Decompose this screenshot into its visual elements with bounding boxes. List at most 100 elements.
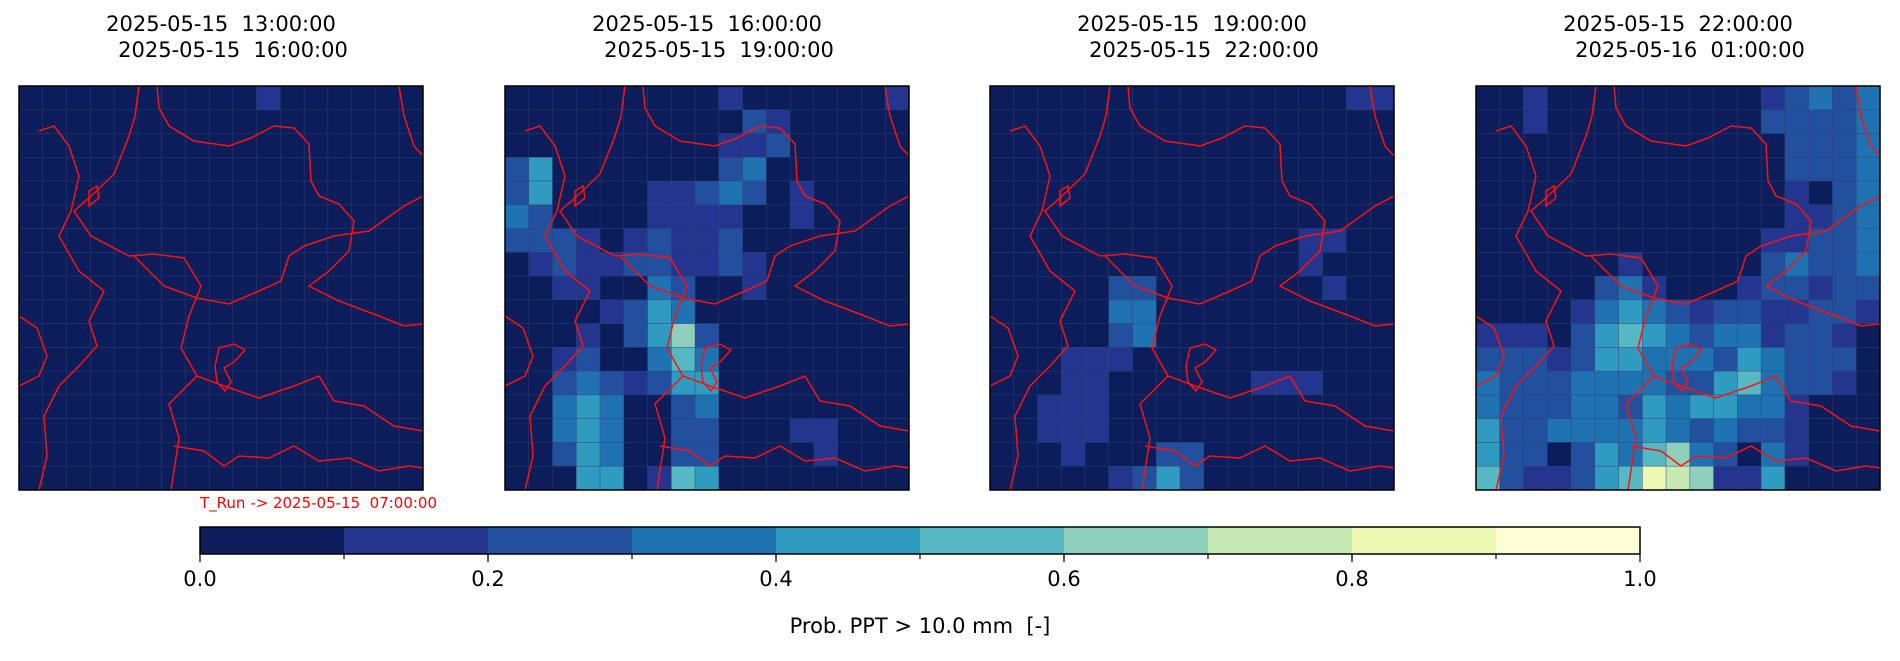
grid-cell [742,204,767,229]
grid-cell [599,394,625,420]
grid-cell [884,180,910,206]
grid-cell [303,394,329,420]
grid-cell [884,204,910,229]
grid-cell [1179,323,1205,348]
grid-cell [552,180,577,206]
grid-cell [861,323,886,348]
grid-cell [161,299,186,324]
grid-cell [1156,442,1181,467]
grid-cell [1274,299,1300,324]
grid-cell [1179,370,1205,396]
grid-cell [1475,299,1501,324]
grid-cell [351,85,376,111]
grid-cell [1689,180,1714,206]
grid-cell [303,133,329,158]
grid-cell [504,299,530,324]
grid-cell [185,180,210,206]
grid-cell [137,109,162,134]
grid-cell [1179,180,1205,206]
grid-cell [599,299,625,324]
grid-cell [1594,180,1619,206]
grid-cell [1013,180,1038,206]
grid-cell [280,180,305,206]
grid-cell [1203,394,1228,420]
grid-cell [113,228,139,253]
grid-cell [232,370,257,396]
grid-cell [351,370,376,396]
grid-cell [575,85,601,111]
grid-cell [1203,180,1228,206]
grid-cell [280,299,305,324]
grid-cell [1179,109,1205,134]
colorbar-tick-label: 0.0 [183,567,216,591]
grid-cell [989,109,1015,134]
grid-cell [837,418,862,443]
grid-cell [1594,442,1619,467]
grid-cell [528,252,553,277]
grid-cell [303,180,329,206]
grid-cell [1179,156,1205,182]
grid-cell [1713,299,1738,324]
grid-cell [1203,204,1228,229]
grid-cell [837,156,862,182]
grid-cell [1227,465,1252,491]
grid-cell [694,85,720,111]
grid-cell [232,85,257,111]
grid-cell [1322,109,1347,134]
grid-cell [1013,156,1038,182]
grid-cell [1227,275,1252,301]
grid-cell [1013,228,1038,253]
grid-cell [504,133,530,158]
grid-cell [185,85,210,111]
grid-cell [1274,252,1300,277]
grid-cell [671,394,696,420]
grid-cell [280,85,305,111]
grid-cell [599,442,625,467]
grid-cell [1713,252,1738,277]
grid-cell [1618,180,1643,206]
grid-cell [989,133,1015,158]
grid-cell [1618,156,1643,182]
grid-cell [528,228,553,253]
grid-cell [1227,347,1252,372]
grid-cell [1665,418,1691,443]
grid-cell [1298,228,1324,253]
grid-cell [766,85,791,111]
grid-cell [1298,252,1324,277]
grid-cell [1156,228,1181,253]
grid-cell [1808,180,1833,206]
colorbar-bin [776,527,921,554]
grid-cell [694,323,720,348]
grid-cell [647,180,672,206]
grid-cell [1689,323,1714,348]
grid-cell [1808,347,1833,372]
grid-cell [552,394,577,420]
grid-cell [1203,299,1228,324]
grid-cell [1475,204,1501,229]
grid-cell [1713,109,1738,134]
grid-cell [1808,465,1833,491]
grid-cell [137,180,162,206]
grid-cell [1179,275,1205,301]
grid-cell [1618,109,1643,134]
grid-cell [1084,275,1110,301]
grid-cell [623,347,648,372]
grid-cell [1737,394,1762,420]
grid-cell [599,465,625,491]
grid-cell [861,204,886,229]
grid-cell [789,180,815,206]
grid-cell [1084,347,1110,372]
grid-cell [1618,228,1643,253]
grid-cell [884,252,910,277]
grid-cell [1784,370,1810,396]
grid-cell [1060,252,1086,277]
grid-cell [1832,156,1857,182]
grid-cell [1618,275,1643,301]
colorbar-tick-label: 0.6 [1047,567,1080,591]
grid-cell [575,347,601,372]
panel-title: 2025-05-15 22:00:00 [1563,12,1793,36]
grid-cell [256,133,281,158]
grid-cell [256,299,281,324]
grid-cell [528,465,553,491]
grid-cell [1570,156,1596,182]
